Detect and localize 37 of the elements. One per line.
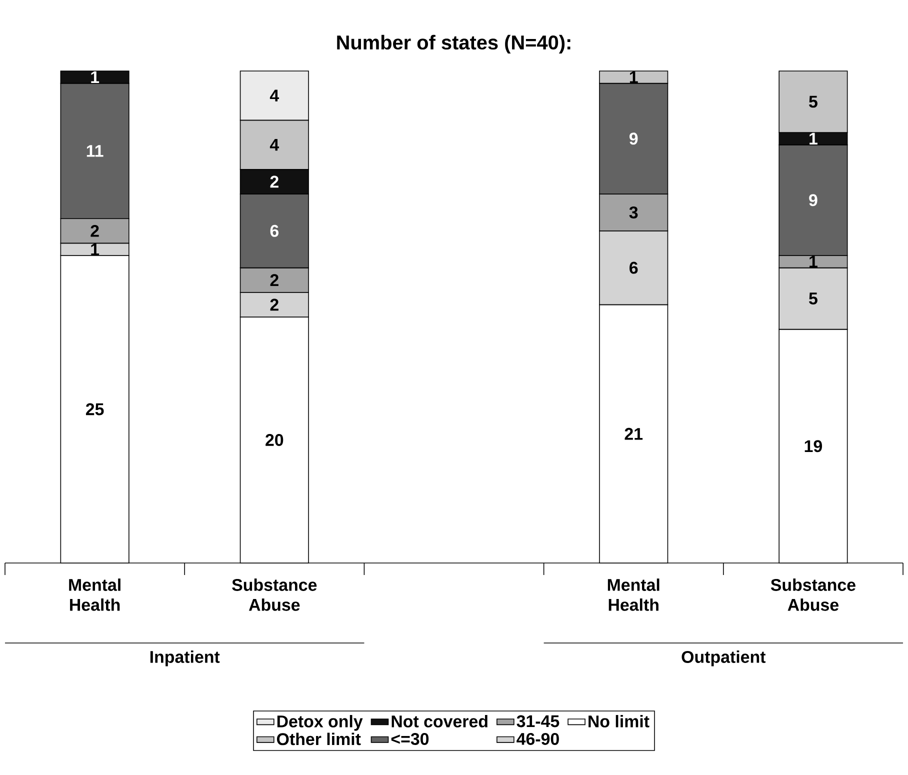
legend-label: Detox only	[277, 714, 363, 731]
data-label: 3	[629, 206, 638, 218]
data-label: 1	[810, 132, 818, 144]
x-tick-label: Substance Abuse	[232, 578, 317, 611]
legend-label: 31-45	[516, 715, 560, 728]
data-label: 1	[91, 244, 100, 256]
data-label: 2	[90, 224, 99, 237]
data-label: 6	[270, 224, 279, 237]
data-label: 25	[86, 403, 104, 416]
x-tick-label: Mental Health	[608, 578, 660, 611]
data-label: 20	[266, 434, 284, 446]
data-label: 9	[809, 194, 818, 206]
legend-label: <=30	[391, 732, 429, 745]
x-tick-label: Substance Abuse	[770, 578, 856, 611]
chart-title: Number of states (N=40):	[337, 34, 570, 54]
legend-label: No limit	[588, 714, 650, 728]
data-label: 5	[809, 96, 818, 108]
data-label: 21	[624, 428, 643, 440]
legend-label: 46-90	[516, 732, 559, 745]
data-label: 2	[270, 176, 278, 188]
data-label: 19	[804, 440, 822, 452]
data-label: 2	[270, 274, 278, 286]
data-label: 1	[810, 256, 818, 268]
data-label: 11	[86, 145, 104, 157]
legend-label: Other limit	[276, 732, 361, 746]
text: Outpatient	[682, 650, 766, 666]
data-label: 5	[809, 292, 818, 304]
text: Inpatient	[150, 650, 220, 666]
data-label: 9	[629, 132, 638, 145]
data-label: 1	[91, 71, 100, 83]
data-label: 6	[630, 262, 638, 274]
data-label: 4	[270, 138, 280, 151]
legend-label: Not covered	[392, 714, 488, 728]
data-label: 2	[270, 298, 278, 311]
x-tick-label: Mental Health	[69, 578, 120, 611]
data-label: 4	[270, 90, 280, 102]
data-label: 1	[630, 71, 638, 83]
